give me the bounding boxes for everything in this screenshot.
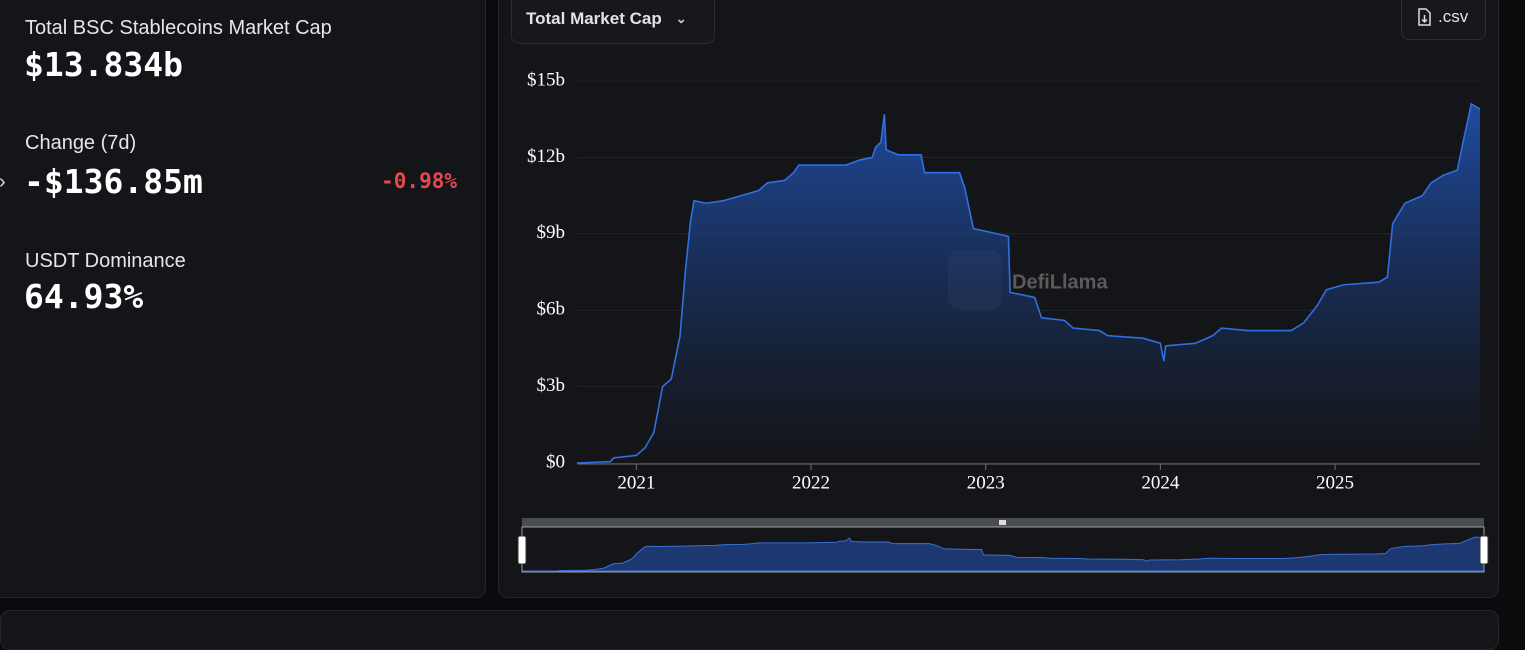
download-icon	[1418, 8, 1431, 26]
csv-label: .csv	[1438, 7, 1469, 26]
stat-label[interactable]: Change (7d)	[25, 132, 137, 154]
next-panel	[0, 610, 1499, 650]
stat-label: Total BSC Stablecoins Market Cap	[25, 17, 332, 39]
stat-value: 64.93%	[24, 277, 144, 316]
stat-value: -$136.85m	[24, 162, 203, 201]
chart-panel	[498, 0, 1499, 598]
expand-chevron[interactable]: ›	[0, 171, 6, 194]
stat-label: USDT Dominance	[25, 250, 186, 272]
change-percent: -0.98%	[381, 169, 457, 193]
dropdown-caret: ⌄	[675, 11, 687, 26]
metric-dropdown[interactable]: Total Market Cap ⌄	[511, 0, 715, 44]
stat-value: $13.834b	[24, 45, 183, 84]
csv-button[interactable]: .csv	[1401, 0, 1486, 40]
dropdown-label: Total Market Cap	[526, 9, 662, 28]
stats-panel: Total BSC Stablecoins Market Cap $13.834…	[0, 0, 486, 598]
